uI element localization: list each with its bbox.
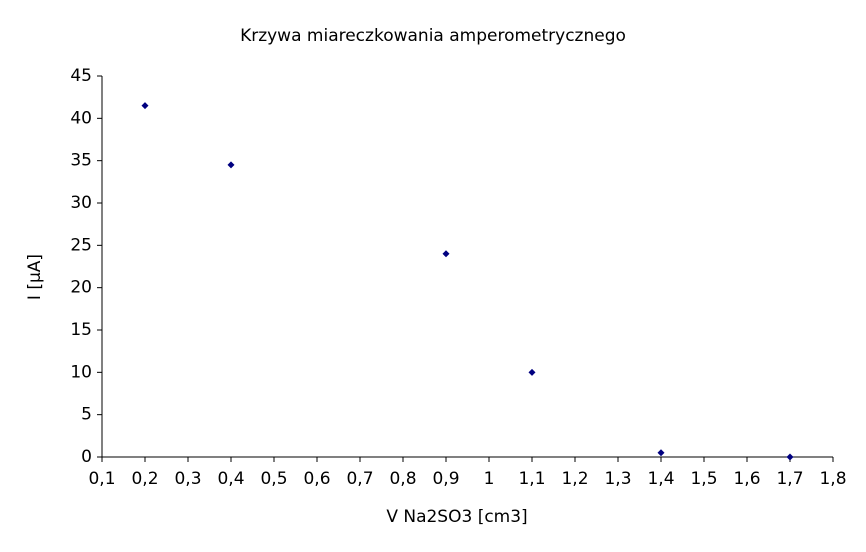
x-tick-label: 0,8 <box>389 469 416 489</box>
y-tick-label: 25 <box>70 235 92 255</box>
y-tick-label: 30 <box>70 193 92 213</box>
y-tick-label: 35 <box>70 151 92 171</box>
x-tick-label: 0,1 <box>88 469 115 489</box>
x-tick-label: 0,2 <box>131 469 158 489</box>
y-tick-label: 15 <box>70 320 92 340</box>
x-tick-label: 0,6 <box>303 469 330 489</box>
x-tick-label: 1,2 <box>561 469 588 489</box>
y-tick-label: 5 <box>81 405 92 425</box>
data-point <box>227 161 235 169</box>
x-tick-label: 1,4 <box>647 469 674 489</box>
x-tick-label: 1,5 <box>690 469 717 489</box>
y-tick-label: 10 <box>70 362 92 382</box>
data-point <box>141 102 149 110</box>
x-tick-label: 1,6 <box>733 469 760 489</box>
y-tick-label: 0 <box>81 447 92 467</box>
x-tick-label: 1,7 <box>776 469 803 489</box>
data-point <box>528 368 536 376</box>
y-tick-label: 40 <box>70 108 92 128</box>
x-tick-label: 1,8 <box>819 469 846 489</box>
x-tick-label: 1,3 <box>604 469 631 489</box>
y-tick-label: 20 <box>70 278 92 298</box>
x-tick-label: 0,5 <box>260 469 287 489</box>
x-tick-label: 0,3 <box>174 469 201 489</box>
x-tick-label: 0,7 <box>346 469 373 489</box>
x-tick-label: 0,4 <box>217 469 244 489</box>
x-axis-label: V Na2SO3 [cm3] <box>386 507 527 527</box>
chart-title: Krzywa miareczkowania amperometrycznego <box>240 26 626 46</box>
x-tick-label: 0,9 <box>432 469 459 489</box>
data-point <box>657 449 665 457</box>
data-point <box>442 250 450 258</box>
x-tick-label: 1,1 <box>518 469 545 489</box>
x-tick-label: 1 <box>484 469 495 489</box>
y-axis-label: I [µA] <box>25 254 45 300</box>
data-point <box>786 453 794 461</box>
y-tick-label: 45 <box>70 66 92 86</box>
